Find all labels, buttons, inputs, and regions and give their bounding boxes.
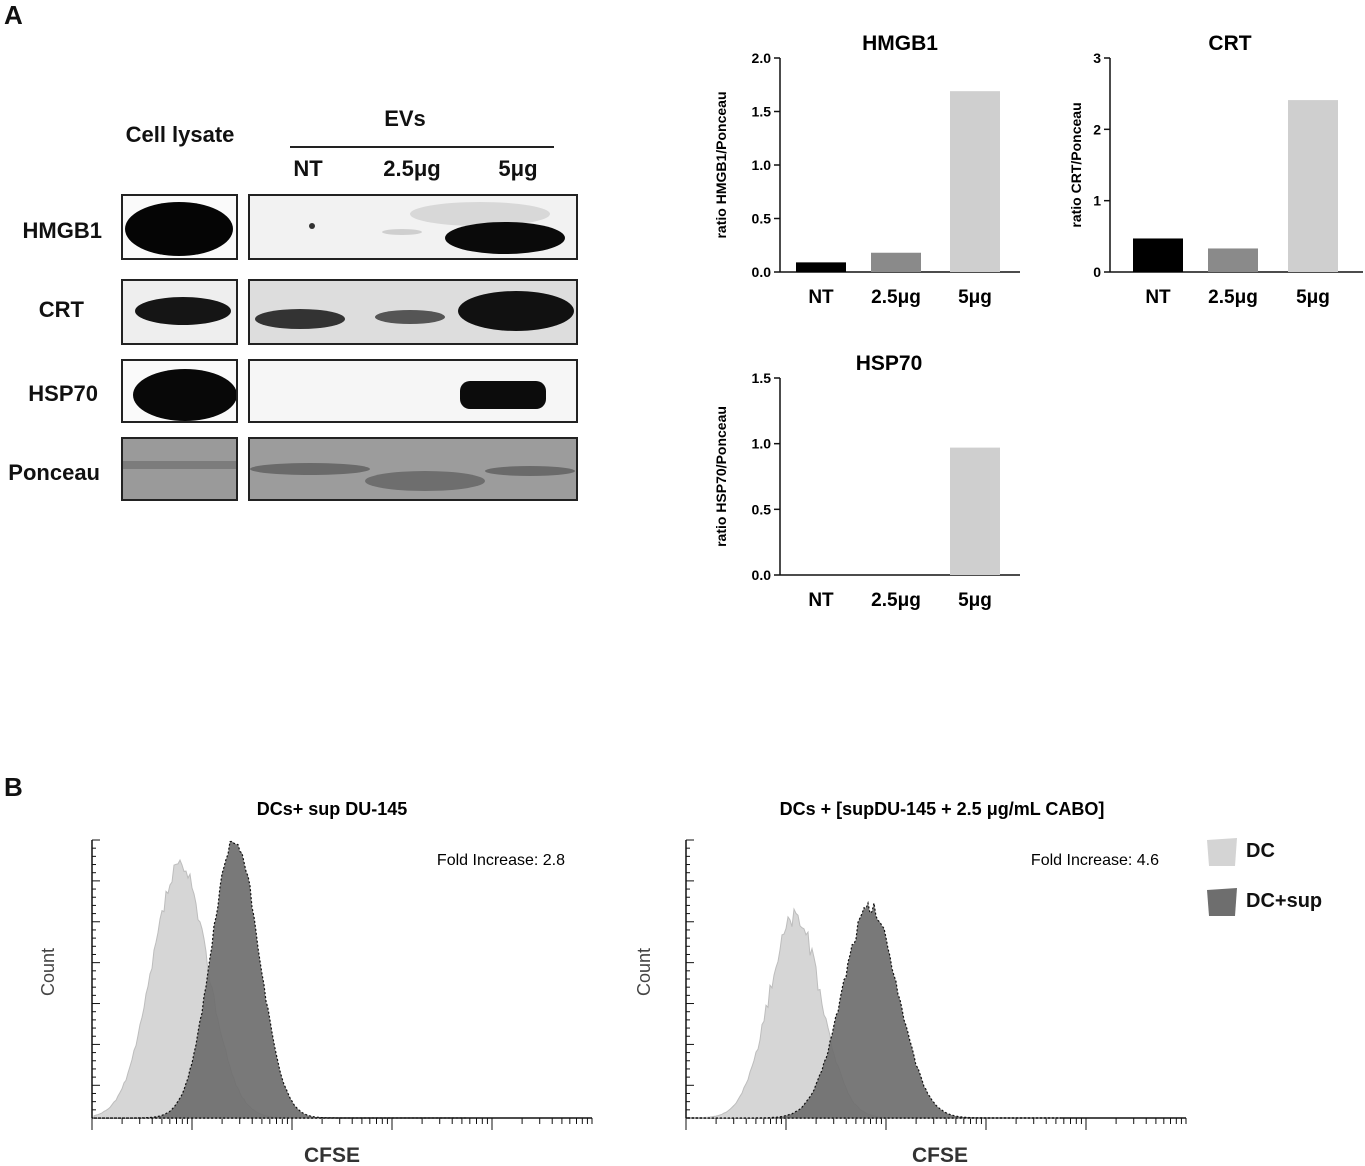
blot-ponceau-lysate xyxy=(121,437,238,501)
histogram-left: DCs+ sup DU-145 Fold Increase: 2.8 CFSE … xyxy=(38,799,593,1166)
x-tick-label: NT xyxy=(1145,287,1171,308)
histogram-right-title: DCs + [supDU-145 + 2.5 μg/mL CABO] xyxy=(780,799,1105,819)
histogram-right-fold: Fold Increase: 4.6 xyxy=(1031,852,1159,869)
histogram-right-ylabel: Count xyxy=(634,948,654,996)
bar-crt-0 xyxy=(1133,238,1183,272)
y-tick-label: 1.0 xyxy=(752,436,772,452)
y-tick-label: 0.0 xyxy=(752,567,772,583)
legend-label-dc: DC xyxy=(1246,840,1275,862)
histogram-right-xlabel: CFSE xyxy=(912,1144,968,1166)
chart-title: CRT xyxy=(1208,32,1251,55)
blot-hsp70-lysate xyxy=(121,359,238,423)
x-tick-label: 5μg xyxy=(958,590,992,611)
histogram-right: DCs + [supDU-145 + 2.5 μg/mL CABO] Fold … xyxy=(634,799,1187,1166)
hist-dc-sup-curve xyxy=(94,840,467,1119)
bar-crt-1 xyxy=(1208,248,1258,272)
y-tick-label: 2.0 xyxy=(752,50,772,66)
bar-chart-crt: CRT 0 1 2 3 ratio CRT/Ponceau NT 2.5μg 5μg xyxy=(1068,32,1363,308)
chart-title: HSP70 xyxy=(856,352,923,375)
x-tick-label: NT xyxy=(808,590,834,611)
histogram-left-ylabel: Count xyxy=(38,948,58,996)
x-tick-label: 5μg xyxy=(958,287,992,308)
histogram-left-title: DCs+ sup DU-145 xyxy=(257,799,408,819)
x-tick-label: 2.5μg xyxy=(871,287,921,308)
y-tick-label: 0.0 xyxy=(752,264,772,280)
legend-label-dc-sup: DC+sup xyxy=(1246,890,1323,912)
bar-hmgb1-1 xyxy=(871,252,921,272)
blot-hsp70-evs xyxy=(248,359,578,423)
blot-hmgb1-lysate xyxy=(121,194,238,260)
x-tick-label: 2.5μg xyxy=(871,590,921,611)
y-tick-label: 0 xyxy=(1093,264,1101,280)
blot-crt-lysate xyxy=(121,279,238,345)
lane-label-5: 5μg xyxy=(498,156,538,181)
bar-chart-hsp70: HSP70 0.0 0.5 1.0 1.5 ratio HSP70/Ponceau NT 2.… xyxy=(713,352,1020,611)
y-axis-label: ratio HSP70/Ponceau xyxy=(713,406,729,547)
x-tick-label: 2.5μg xyxy=(1208,287,1258,308)
blot-crt-evs xyxy=(248,279,578,345)
bar-hmgb1-2 xyxy=(950,91,1000,272)
y-tick-label: 1 xyxy=(1093,193,1101,209)
histogram-left-fold: Fold Increase: 2.8 xyxy=(437,852,565,869)
bar-chart-hmgb1: HMGB1 0.0 0.5 1.0 1.5 2.0 ratio HMGB1/Ponceau N… xyxy=(713,32,1020,308)
bar-hsp70-2 xyxy=(950,447,1000,575)
x-tick-label: 5μg xyxy=(1296,287,1330,308)
bar-hmgb1-0 xyxy=(796,262,846,272)
row-label-crt: CRT xyxy=(38,297,84,322)
y-tick-label: 3 xyxy=(1093,50,1101,66)
histogram-left-xlabel: CFSE xyxy=(304,1144,360,1166)
lane-label-2-5: 2.5μg xyxy=(383,156,441,181)
evs-bracket-line xyxy=(290,146,554,148)
blot-hmgb1-evs xyxy=(248,194,578,260)
panel-a-label: A xyxy=(4,0,23,30)
chart-title: HMGB1 xyxy=(862,32,938,55)
y-tick-label: 1.0 xyxy=(752,157,772,173)
legend-swatch-dc xyxy=(1207,838,1237,866)
bar-crt-2 xyxy=(1288,100,1338,272)
y-tick-label: 0.5 xyxy=(752,501,772,517)
blot-ponceau-evs xyxy=(248,437,578,501)
evs-label: EVs xyxy=(384,106,426,131)
y-tick-label: 0.5 xyxy=(752,211,772,227)
row-label-ponceau: Ponceau xyxy=(8,460,100,485)
legend-swatch-dc-sup xyxy=(1207,888,1237,916)
y-axis-label: ratio CRT/Ponceau xyxy=(1068,102,1084,227)
x-tick-label: NT xyxy=(808,287,834,308)
y-tick-label: 1.5 xyxy=(752,370,772,386)
lane-label-nt: NT xyxy=(293,156,323,181)
hist-dc-sup-curve xyxy=(688,900,1061,1119)
y-tick-label: 1.5 xyxy=(752,104,772,120)
panel-b-label: B xyxy=(4,772,23,802)
y-axis-label: ratio HMGB1/Ponceau xyxy=(713,91,729,238)
y-tick-label: 2 xyxy=(1093,121,1101,137)
row-label-hmgb1: HMGB1 xyxy=(22,218,102,243)
cell-lysate-label: Cell lysate xyxy=(125,122,235,147)
row-label-hsp70: HSP70 xyxy=(28,381,98,406)
